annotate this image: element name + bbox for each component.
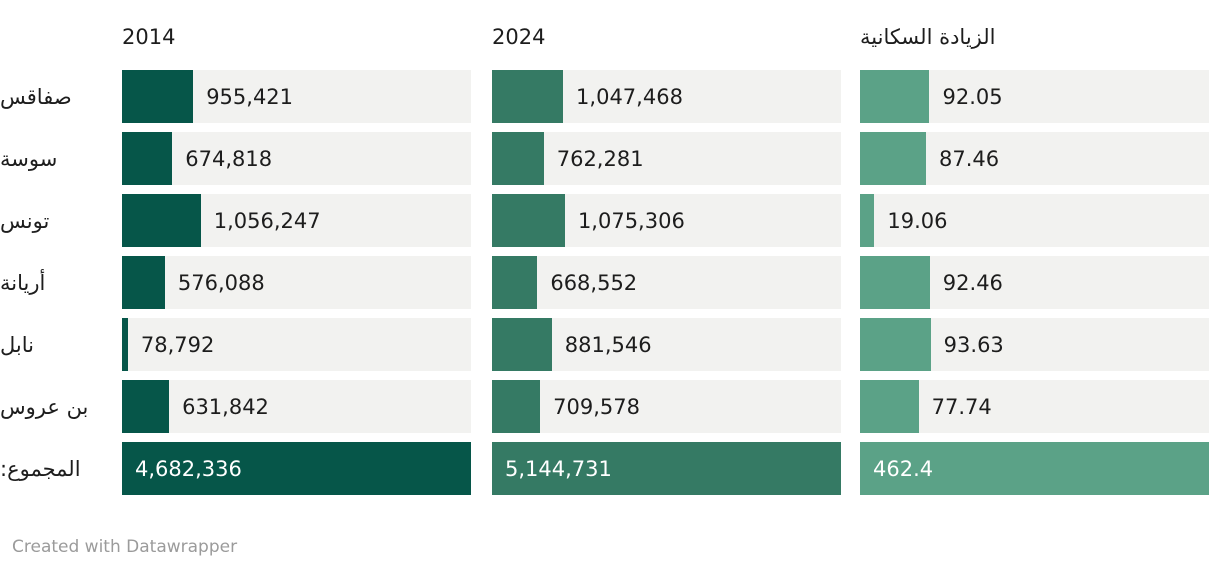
bar-col3	[860, 442, 1209, 495]
value-label: 5,144,731	[505, 456, 612, 481]
row-label: أريانة	[0, 270, 46, 295]
bar-col2	[492, 442, 841, 495]
bar-col3	[860, 256, 930, 309]
chart-row: نابل 78,792 881,546 93.63	[0, 318, 1220, 371]
chart-row: أريانة 576,088 668,552 92.46	[0, 256, 1220, 309]
value-label: 631,842	[182, 394, 269, 419]
bar-track-col1: 576,088	[122, 256, 471, 309]
bar-col3	[860, 70, 930, 123]
chart-row: صفاقس 955,421 1,047,468 92.05	[0, 70, 1220, 123]
bar-col2	[492, 70, 564, 123]
value-label: 462.4	[873, 456, 934, 481]
column-header-2024: 2024	[492, 25, 546, 49]
datawrapper-credit: Created with Datawrapper	[12, 537, 238, 557]
bar-col2	[492, 318, 552, 371]
row-label: نابل	[0, 332, 34, 357]
chart-row: سوسة 674,818 762,281 87.46	[0, 132, 1220, 185]
value-label: 1,075,306	[577, 208, 685, 233]
value-label: 4,682,336	[135, 456, 242, 481]
bar-col1	[122, 132, 173, 185]
column-header-2014: 2014	[122, 25, 176, 49]
bar-track-col3: 93.63	[860, 318, 1209, 371]
bar-col2	[492, 132, 544, 185]
chart-row: تونس 1,056,247 1,075,306 19.06	[0, 194, 1220, 247]
bar-col2	[492, 194, 565, 247]
bar-track-col2: 668,552	[492, 256, 841, 309]
bar-track-col1: 1,056,247	[122, 194, 471, 247]
bar-track-col2: 881,546	[492, 318, 841, 371]
bar-col1	[122, 70, 194, 123]
bar-track-col3: 77.74	[860, 380, 1209, 433]
bar-track-col3: 92.05	[860, 70, 1209, 123]
bar-col1	[122, 380, 170, 433]
value-label: 1,056,247	[213, 208, 321, 233]
bar-col3	[860, 194, 875, 247]
population-bar-chart: 2014 2024 الزيادة السكانية صفاقس 955,421 1…	[0, 23, 1220, 557]
bar-track-col1: 78,792	[122, 318, 471, 371]
bar-col3	[860, 132, 926, 185]
bar-col1	[122, 318, 128, 371]
value-label: 92.46	[942, 270, 1003, 295]
value-label: 1,047,468	[576, 84, 683, 109]
value-label: 92.05	[942, 84, 1003, 109]
bar-track-col3: 92.46	[860, 256, 1209, 309]
column-headers: 2014 2024 الزيادة السكانية	[0, 23, 1220, 51]
bar-track-col3: 87.46	[860, 132, 1209, 185]
bar-track-col3: 462.4	[860, 442, 1209, 495]
total-row: المجموع: 4,682,336 5,144,731 462.4	[0, 442, 1220, 495]
chart-rows: صفاقس 955,421 1,047,468 92.05 سوسة 674,818 762…	[0, 70, 1220, 495]
value-label: 87.46	[938, 146, 1000, 171]
bar-col3	[860, 380, 919, 433]
bar-col2	[492, 256, 538, 309]
total-row-label: المجموع:	[0, 456, 81, 481]
value-label: 955,421	[206, 84, 294, 109]
bar-track-col2: 1,075,306	[492, 194, 841, 247]
bar-track-col3: 19.06	[860, 194, 1209, 247]
bar-track-col2: 1,047,468	[492, 70, 841, 123]
value-label: 77.74	[931, 394, 992, 419]
bar-col3	[860, 318, 931, 371]
chart-row: بن عروس 631,842 709,578 77.74	[0, 380, 1220, 433]
row-label: سوسة	[0, 146, 58, 171]
value-label: 762,281	[556, 146, 644, 171]
value-label: 19.06	[887, 208, 948, 233]
value-label: 668,552	[550, 270, 638, 295]
value-label: 709,578	[553, 394, 640, 419]
bar-track-col1: 4,682,336	[122, 442, 471, 495]
bar-track-col2: 709,578	[492, 380, 841, 433]
row-label: صفاقس	[0, 84, 72, 109]
bar-track-col1: 674,818	[122, 132, 471, 185]
bar-track-col1: 955,421	[122, 70, 471, 123]
column-header-population-increase: الزيادة السكانية	[860, 25, 996, 49]
bar-track-col1: 631,842	[122, 380, 471, 433]
value-label: 674,818	[185, 146, 273, 171]
row-label: تونس	[0, 208, 50, 233]
value-label: 78,792	[140, 332, 215, 357]
bar-col1	[122, 256, 165, 309]
value-label: 93.63	[943, 332, 1004, 357]
value-label: 576,088	[177, 270, 265, 295]
bar-track-col2: 5,144,731	[492, 442, 841, 495]
label-column-spacer	[0, 23, 110, 51]
bar-col2	[492, 380, 541, 433]
row-label: بن عروس	[0, 394, 89, 419]
bar-col1	[122, 442, 471, 495]
bar-col1	[122, 194, 201, 247]
bar-track-col2: 762,281	[492, 132, 841, 185]
value-label: 881,546	[564, 332, 652, 357]
